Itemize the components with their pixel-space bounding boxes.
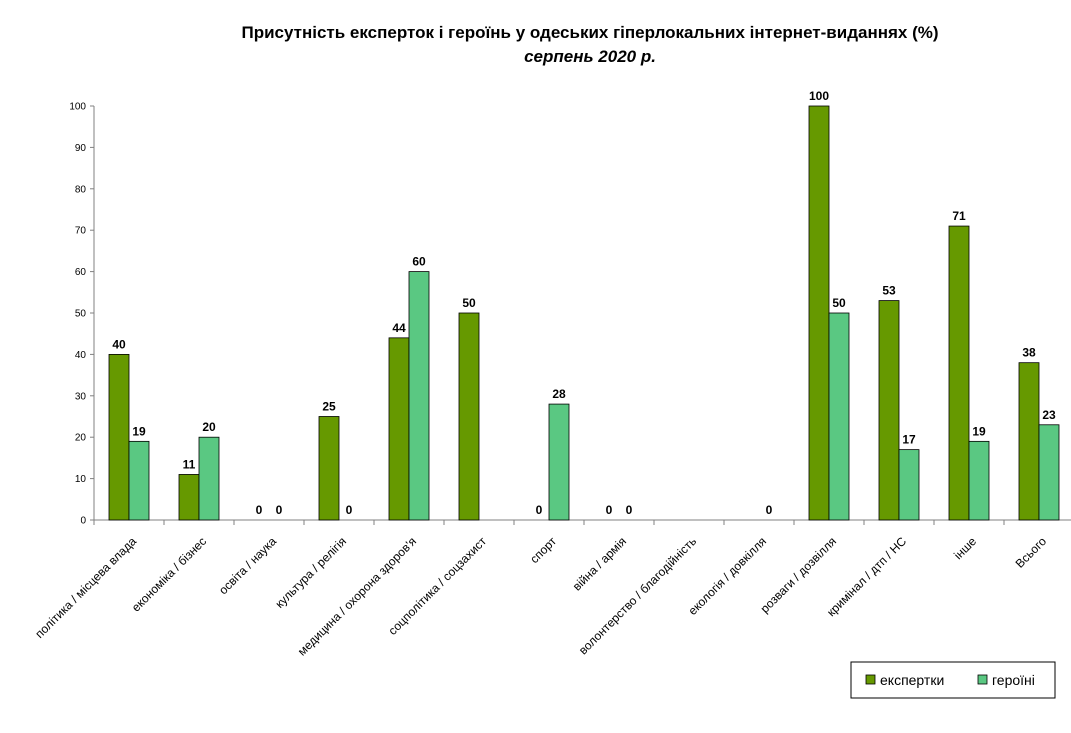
data-label-experts: 40 xyxy=(112,337,126,351)
data-label-heroines: 50 xyxy=(832,296,846,310)
data-label-experts: 50 xyxy=(462,296,476,310)
y-tick-label: 50 xyxy=(75,309,87,320)
legend-label-experts: експертки xyxy=(880,672,944,688)
data-label-experts: 25 xyxy=(322,400,336,414)
legend-box xyxy=(850,661,1056,699)
data-label-experts: 71 xyxy=(952,209,966,223)
data-label-heroines: 19 xyxy=(972,424,986,438)
y-tick-label: 20 xyxy=(75,433,87,444)
bar-experts xyxy=(878,300,900,521)
data-label-heroines: 0 xyxy=(346,503,353,517)
data-label-heroines: 0 xyxy=(766,503,773,517)
y-tick-label: 10 xyxy=(75,474,87,485)
data-label-heroines: 60 xyxy=(412,255,426,269)
bar-heroines xyxy=(548,403,570,521)
data-label-experts: 0 xyxy=(606,503,613,517)
bar-experts xyxy=(108,353,130,521)
x-tick-label: політика / місцева влада xyxy=(32,534,139,641)
legend: експертки героїні xyxy=(850,661,1056,699)
data-label-heroines: 28 xyxy=(552,387,566,401)
y-tick-label: 60 xyxy=(75,267,87,278)
data-label-experts: 0 xyxy=(536,503,543,517)
data-label-heroines: 23 xyxy=(1042,408,1056,422)
data-label-experts: 11 xyxy=(183,457,196,471)
y-axis: 0 10 20 30 40 50 60 70 80 90 100 xyxy=(69,102,95,527)
data-label-experts: 0 xyxy=(256,503,263,517)
bar-heroines xyxy=(828,312,850,521)
x-tick-label: війна / армія xyxy=(570,534,629,593)
bar-experts xyxy=(458,312,480,521)
bar-heroines xyxy=(198,436,220,521)
bar-experts xyxy=(948,225,970,521)
data-label-experts: 53 xyxy=(882,284,896,298)
x-tick-label: розваги / дозвілля xyxy=(758,534,840,616)
data-label-heroines: 19 xyxy=(132,424,146,438)
x-tick-label: інше xyxy=(951,534,979,562)
y-tick-label: 90 xyxy=(75,143,87,154)
x-tick-label: спорт xyxy=(527,534,559,566)
x-tick-label: кримінал / дтп / НС xyxy=(824,534,909,619)
data-label-heroines: 17 xyxy=(902,433,916,447)
y-tick-label: 0 xyxy=(80,516,86,527)
x-tick-label: медицина / охорона здоров'я xyxy=(295,534,419,658)
y-tick-label: 30 xyxy=(75,391,87,402)
x-tick-label: волонтерство / благодійність xyxy=(576,534,699,657)
bar-heroines xyxy=(968,440,990,521)
bar-experts xyxy=(318,416,340,521)
y-tick-label: 40 xyxy=(75,350,87,361)
bar-heroines xyxy=(1038,424,1060,521)
data-label-heroines: 20 xyxy=(202,420,216,434)
data-label-experts: 38 xyxy=(1022,346,1036,360)
bar-experts xyxy=(1018,362,1040,521)
y-tick-label: 80 xyxy=(75,184,87,195)
y-tick-label: 70 xyxy=(75,226,87,237)
x-tick-label: екологія / довкілля xyxy=(685,534,769,618)
bar-heroines xyxy=(898,449,920,521)
legend-swatch-experts xyxy=(865,674,876,685)
bar-experts xyxy=(388,337,410,521)
legend-swatch-heroines xyxy=(977,674,988,685)
data-label-experts: 100 xyxy=(809,89,829,103)
legend-label-heroines: героїні xyxy=(992,672,1035,688)
bars xyxy=(108,105,1060,521)
x-tick-label: економіка / бізнес xyxy=(129,534,209,614)
bar-experts xyxy=(178,474,200,521)
data-label-experts: 44 xyxy=(392,321,406,335)
y-tick-label: 100 xyxy=(69,102,86,113)
data-label-heroines: 0 xyxy=(626,503,633,517)
x-tick-label: культура / релігія xyxy=(272,534,349,611)
x-tick-label: освіта / наука xyxy=(216,534,279,597)
x-tick-label: Всього xyxy=(1013,534,1050,571)
bar-experts xyxy=(808,105,830,521)
bar-heroines xyxy=(128,440,150,521)
bar-heroines xyxy=(408,271,430,521)
data-label-heroines: 0 xyxy=(276,503,283,517)
chart-title: Присутність eксперток і героїнь у одеськ… xyxy=(241,23,938,42)
chart-subtitle: серпень 2020 р. xyxy=(524,47,656,66)
